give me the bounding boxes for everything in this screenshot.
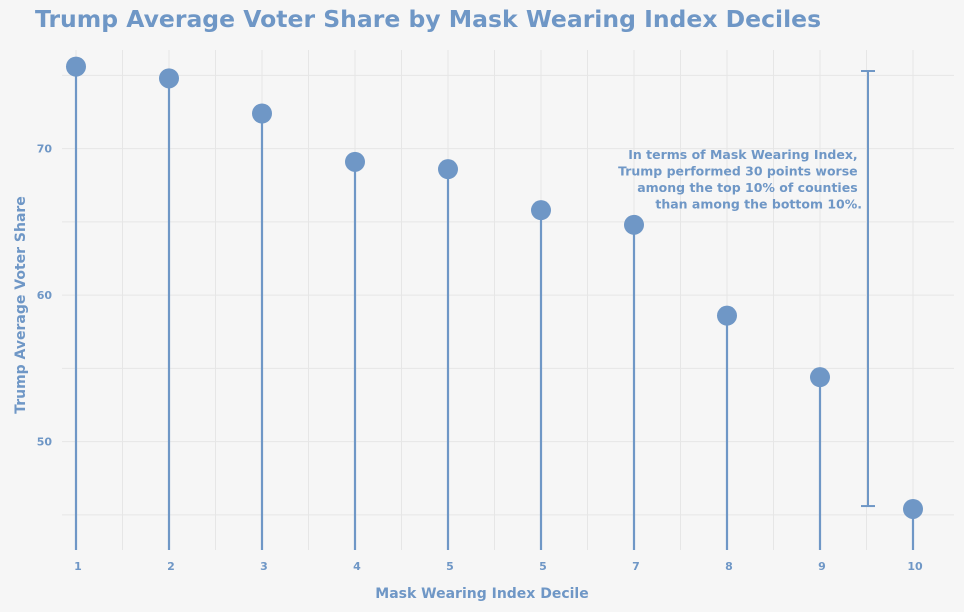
x-tick-label: 2: [167, 560, 175, 573]
x-tick-label: 7: [632, 560, 640, 573]
annotation-line: Trump performed 30 points worse: [618, 164, 858, 179]
annotation: In terms of Mask Wearing Index, Trump pe…: [618, 70, 875, 508]
y-tick-label: 60: [37, 289, 53, 302]
annotation-line: than among the bottom 10%.: [655, 197, 862, 212]
y-axis-label: Trump Average Voter Share: [13, 196, 29, 414]
lollipop-dot: [345, 151, 365, 172]
lollipop-dot: [66, 56, 86, 77]
lollipop-dot: [624, 214, 644, 235]
x-tick-label: 5: [446, 560, 454, 573]
y-tick-label: 70: [37, 143, 53, 156]
x-tick-label: 3: [260, 560, 268, 573]
lollipop-dot: [810, 367, 830, 388]
x-tick-label: 1: [74, 560, 82, 573]
annotation-line: In terms of Mask Wearing Index,: [628, 147, 857, 162]
x-tick-label: 10: [907, 560, 923, 573]
lollipop-dot: [438, 159, 458, 180]
annotation-line: among the top 10% of counties: [637, 180, 857, 195]
lollipop-dot: [531, 200, 551, 221]
lollipop-dot: [252, 103, 272, 124]
y-axis-ticks: 50 60 70: [37, 143, 53, 449]
x-tick-label: 5: [539, 560, 547, 573]
x-axis-label: Mask Wearing Index Decile: [375, 586, 588, 602]
lollipop-dots: [66, 56, 923, 519]
chart-title: Trump Average Voter Share by Mask Wearin…: [35, 5, 822, 33]
x-tick-label: 8: [725, 560, 733, 573]
annotation-text: In terms of Mask Wearing Index, Trump pe…: [618, 147, 862, 212]
lollipop-dot: [903, 498, 923, 519]
y-tick-label: 50: [37, 436, 53, 449]
x-tick-label: 9: [818, 560, 826, 573]
x-axis-ticks: 1 2 3 4 5 5 7 8 9 10: [74, 560, 923, 573]
lollipop-dot: [717, 305, 737, 326]
lollipop-dot: [159, 68, 179, 89]
x-tick-label: 4: [353, 560, 361, 573]
